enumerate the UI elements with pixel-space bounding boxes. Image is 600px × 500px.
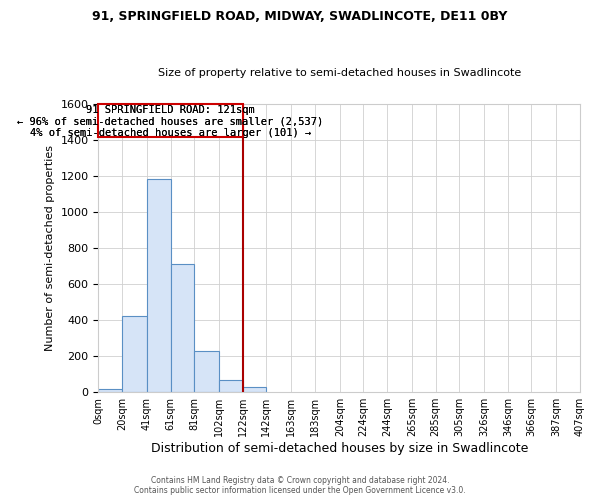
Title: Size of property relative to semi-detached houses in Swadlincote: Size of property relative to semi-detach… bbox=[158, 68, 521, 78]
Bar bbox=[147, 180, 170, 392]
Bar bbox=[243, 387, 266, 392]
Text: 91 SPRINGFIELD ROAD: 121sqm
← 96% of semi-detached houses are smaller (2,537)
4%: 91 SPRINGFIELD ROAD: 121sqm ← 96% of sem… bbox=[17, 104, 324, 138]
Bar bbox=[194, 350, 219, 392]
FancyBboxPatch shape bbox=[98, 104, 243, 137]
Bar bbox=[122, 316, 147, 392]
X-axis label: Distribution of semi-detached houses by size in Swadlincote: Distribution of semi-detached houses by … bbox=[151, 442, 528, 455]
Bar bbox=[98, 388, 122, 392]
Text: Contains HM Land Registry data © Crown copyright and database right 2024.
Contai: Contains HM Land Registry data © Crown c… bbox=[134, 476, 466, 495]
Text: 91, SPRINGFIELD ROAD, MIDWAY, SWADLINCOTE, DE11 0BY: 91, SPRINGFIELD ROAD, MIDWAY, SWADLINCOT… bbox=[92, 10, 508, 23]
Text: 91 SPRINGFIELD ROAD: 121sqm
← 96% of semi-detached houses are smaller (2,537)
4%: 91 SPRINGFIELD ROAD: 121sqm ← 96% of sem… bbox=[17, 104, 324, 138]
Bar bbox=[170, 264, 194, 392]
Y-axis label: Number of semi-detached properties: Number of semi-detached properties bbox=[45, 145, 55, 351]
Bar bbox=[219, 380, 243, 392]
